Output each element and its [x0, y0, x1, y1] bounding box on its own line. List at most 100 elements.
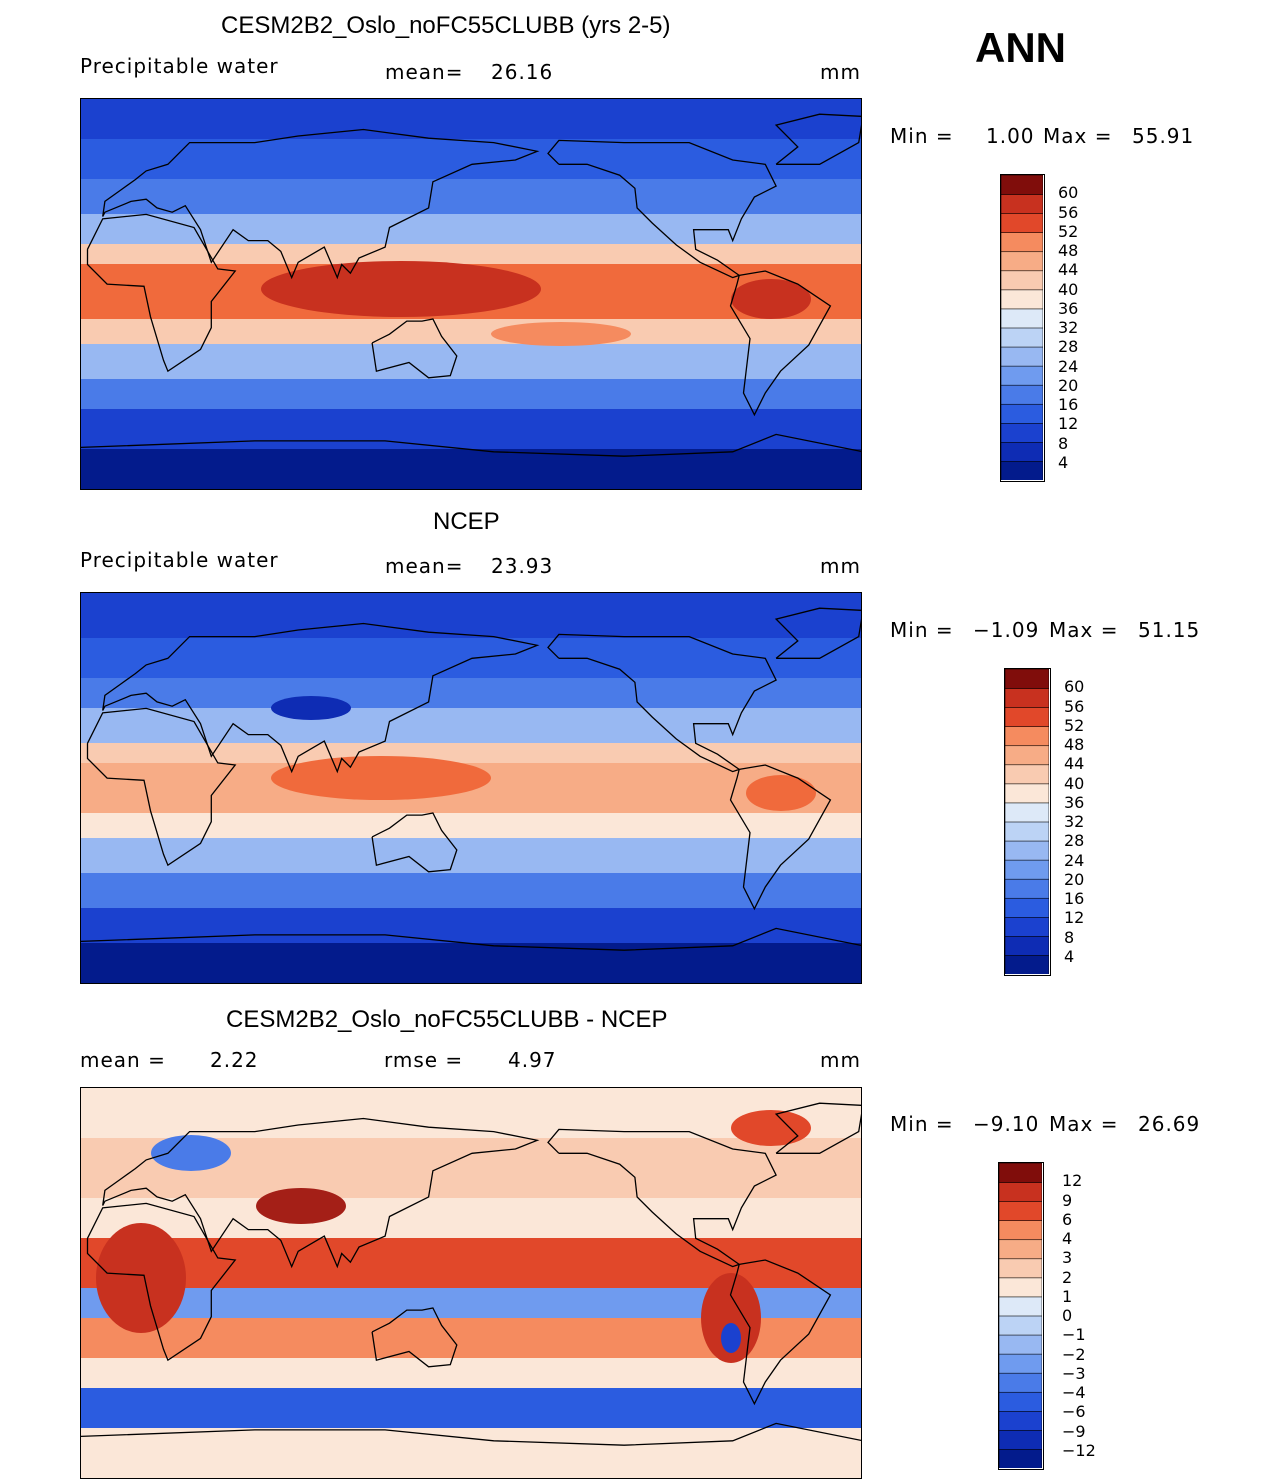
- coastline: [371, 812, 458, 873]
- colorbar-bin: [999, 1163, 1042, 1183]
- colorbar-bin: [1001, 175, 1043, 195]
- band-north-subtropic: [81, 708, 861, 743]
- band-north-tropic: [81, 743, 861, 763]
- panel-3-title: CESM2B2_Oslo_noFC55CLUBB - NCEP: [226, 1006, 668, 1033]
- band-south-subtropic: [81, 344, 861, 379]
- coastline: [81, 1422, 861, 1446]
- colorbar-bin: [1001, 270, 1043, 291]
- coastline: [102, 128, 540, 280]
- colorbar-tick-label: 36: [1058, 298, 1079, 318]
- panel-1-min-label: Min =: [890, 124, 954, 148]
- panel-3-colorbar-svg: [999, 1163, 1042, 1468]
- colorbar-tick-label: 20: [1058, 375, 1079, 395]
- colorbar-bin: [1005, 669, 1049, 689]
- colorbar-tick-label: 0: [1062, 1306, 1073, 1325]
- colorbar-bin: [1005, 764, 1049, 785]
- colorbar-bin: [1001, 441, 1043, 462]
- panel-3-rmse-label: rmse =: [384, 1048, 464, 1072]
- panel-2-min-value: −1.09: [973, 618, 1040, 642]
- colorbar-bin: [1005, 859, 1049, 880]
- coastline: [81, 927, 861, 951]
- panel-1-coastlines: [81, 113, 861, 457]
- band-south-tropic: [81, 813, 861, 838]
- panel-3-min-value: −9.10: [973, 1112, 1040, 1136]
- tibet-dry: [271, 696, 351, 720]
- colorbar-tick-label: 44: [1058, 260, 1079, 280]
- colorbar-tick-label: −4: [1062, 1383, 1086, 1402]
- panel-2-colorbar-svg: [1005, 669, 1049, 974]
- coastline: [774, 607, 861, 659]
- band-arctic: [81, 99, 861, 139]
- panel-2-field: [81, 593, 861, 983]
- colorbar-tick-label: −9: [1062, 1421, 1086, 1441]
- colorbar-tick-label: 56: [1058, 202, 1079, 222]
- coastline: [86, 1202, 237, 1362]
- colorbar-bin: [1001, 422, 1043, 443]
- colorbar-tick-label: 52: [1064, 715, 1085, 735]
- colorbar-tick-label: 16: [1058, 395, 1079, 414]
- colorbar-bin: [999, 1296, 1042, 1317]
- coastline: [102, 1117, 540, 1269]
- colorbar-bin: [999, 1391, 1042, 1412]
- samerica-moist: [701, 1273, 761, 1363]
- panel-1-title: CESM2B2_Oslo_noFC55CLUBB (yrs 2-5): [221, 12, 671, 39]
- colorbar-bin: [1005, 897, 1049, 918]
- amazon-moist: [731, 279, 811, 319]
- colorbar-bin: [1001, 403, 1043, 424]
- colorbar-tick-label: 40: [1058, 279, 1079, 299]
- panel-1-mean-label: mean=: [385, 60, 464, 84]
- colorbar-bin: [1001, 231, 1043, 253]
- panel-2-map: [80, 592, 862, 984]
- colorbar-bin: [999, 1238, 1042, 1260]
- colorbar-tick-label: −1: [1062, 1325, 1086, 1345]
- coastline: [81, 433, 861, 457]
- coastline: [774, 113, 861, 165]
- band-south-tropic: [81, 319, 861, 344]
- coastline: [371, 318, 458, 379]
- panel-2-units: mm: [820, 554, 861, 578]
- colorbar-bin: [999, 1258, 1042, 1279]
- colorbar-tick-label: 32: [1064, 812, 1085, 831]
- colorbar-tick-label: 36: [1064, 792, 1085, 812]
- europe-dry: [151, 1135, 231, 1171]
- panel-1-map-svg: [81, 99, 861, 489]
- panel-3-mean-value: 2.22: [210, 1048, 259, 1072]
- amazon-moist: [746, 775, 816, 811]
- colorbar-tick-label: 2: [1062, 1267, 1073, 1287]
- greenland-moist: [731, 1110, 811, 1146]
- band-south-mid: [81, 873, 861, 908]
- colorbar-bin: [1001, 308, 1043, 329]
- coastline: [729, 270, 832, 417]
- colorbar-bin: [1005, 687, 1049, 708]
- colorbar-bin: [1001, 193, 1043, 214]
- pacific-spcz: [491, 322, 631, 346]
- colorbar-bin: [1005, 840, 1049, 861]
- colorbar-tick-label: 32: [1058, 318, 1079, 337]
- coastline: [86, 707, 237, 867]
- colorbar-bin: [1005, 935, 1049, 956]
- panel-3-rmse-value: 4.97: [508, 1048, 557, 1072]
- panel-1-max-label: Max =: [1043, 124, 1113, 148]
- panel-3-map-svg: [81, 1088, 861, 1478]
- panel-3-colorbar-labels: −12 −9 −6 −4 −3 −2 −1 0 1 2 3 4 6 9 12: [1062, 1162, 1122, 1470]
- colorbar-bin: [1001, 346, 1043, 367]
- panel-2-coastlines: [81, 607, 861, 951]
- panel-1-units: mm: [820, 60, 861, 84]
- colorbar-tick-label: 1: [1062, 1286, 1073, 1306]
- colorbar-bin: [999, 1353, 1042, 1374]
- colorbar-bin: [999, 1181, 1042, 1202]
- panel-2-min-label: Min =: [890, 618, 954, 642]
- band-north-high: [81, 139, 861, 179]
- panel-2-max-value: 51.15: [1138, 618, 1201, 642]
- coastline: [729, 1259, 832, 1406]
- colorbar-tick-label: 48: [1064, 735, 1085, 754]
- colorbar-bin: [1005, 821, 1049, 842]
- panel-3-units: mm: [820, 1048, 861, 1072]
- colorbar-bin: [999, 1334, 1042, 1355]
- tibet-moist: [256, 1188, 346, 1224]
- band-north-high: [81, 638, 861, 678]
- band-south-high: [81, 1428, 861, 1478]
- coastline: [102, 622, 540, 774]
- colorbar-tick-label: 60: [1064, 677, 1085, 697]
- colorbar-tick-label: 56: [1064, 696, 1085, 716]
